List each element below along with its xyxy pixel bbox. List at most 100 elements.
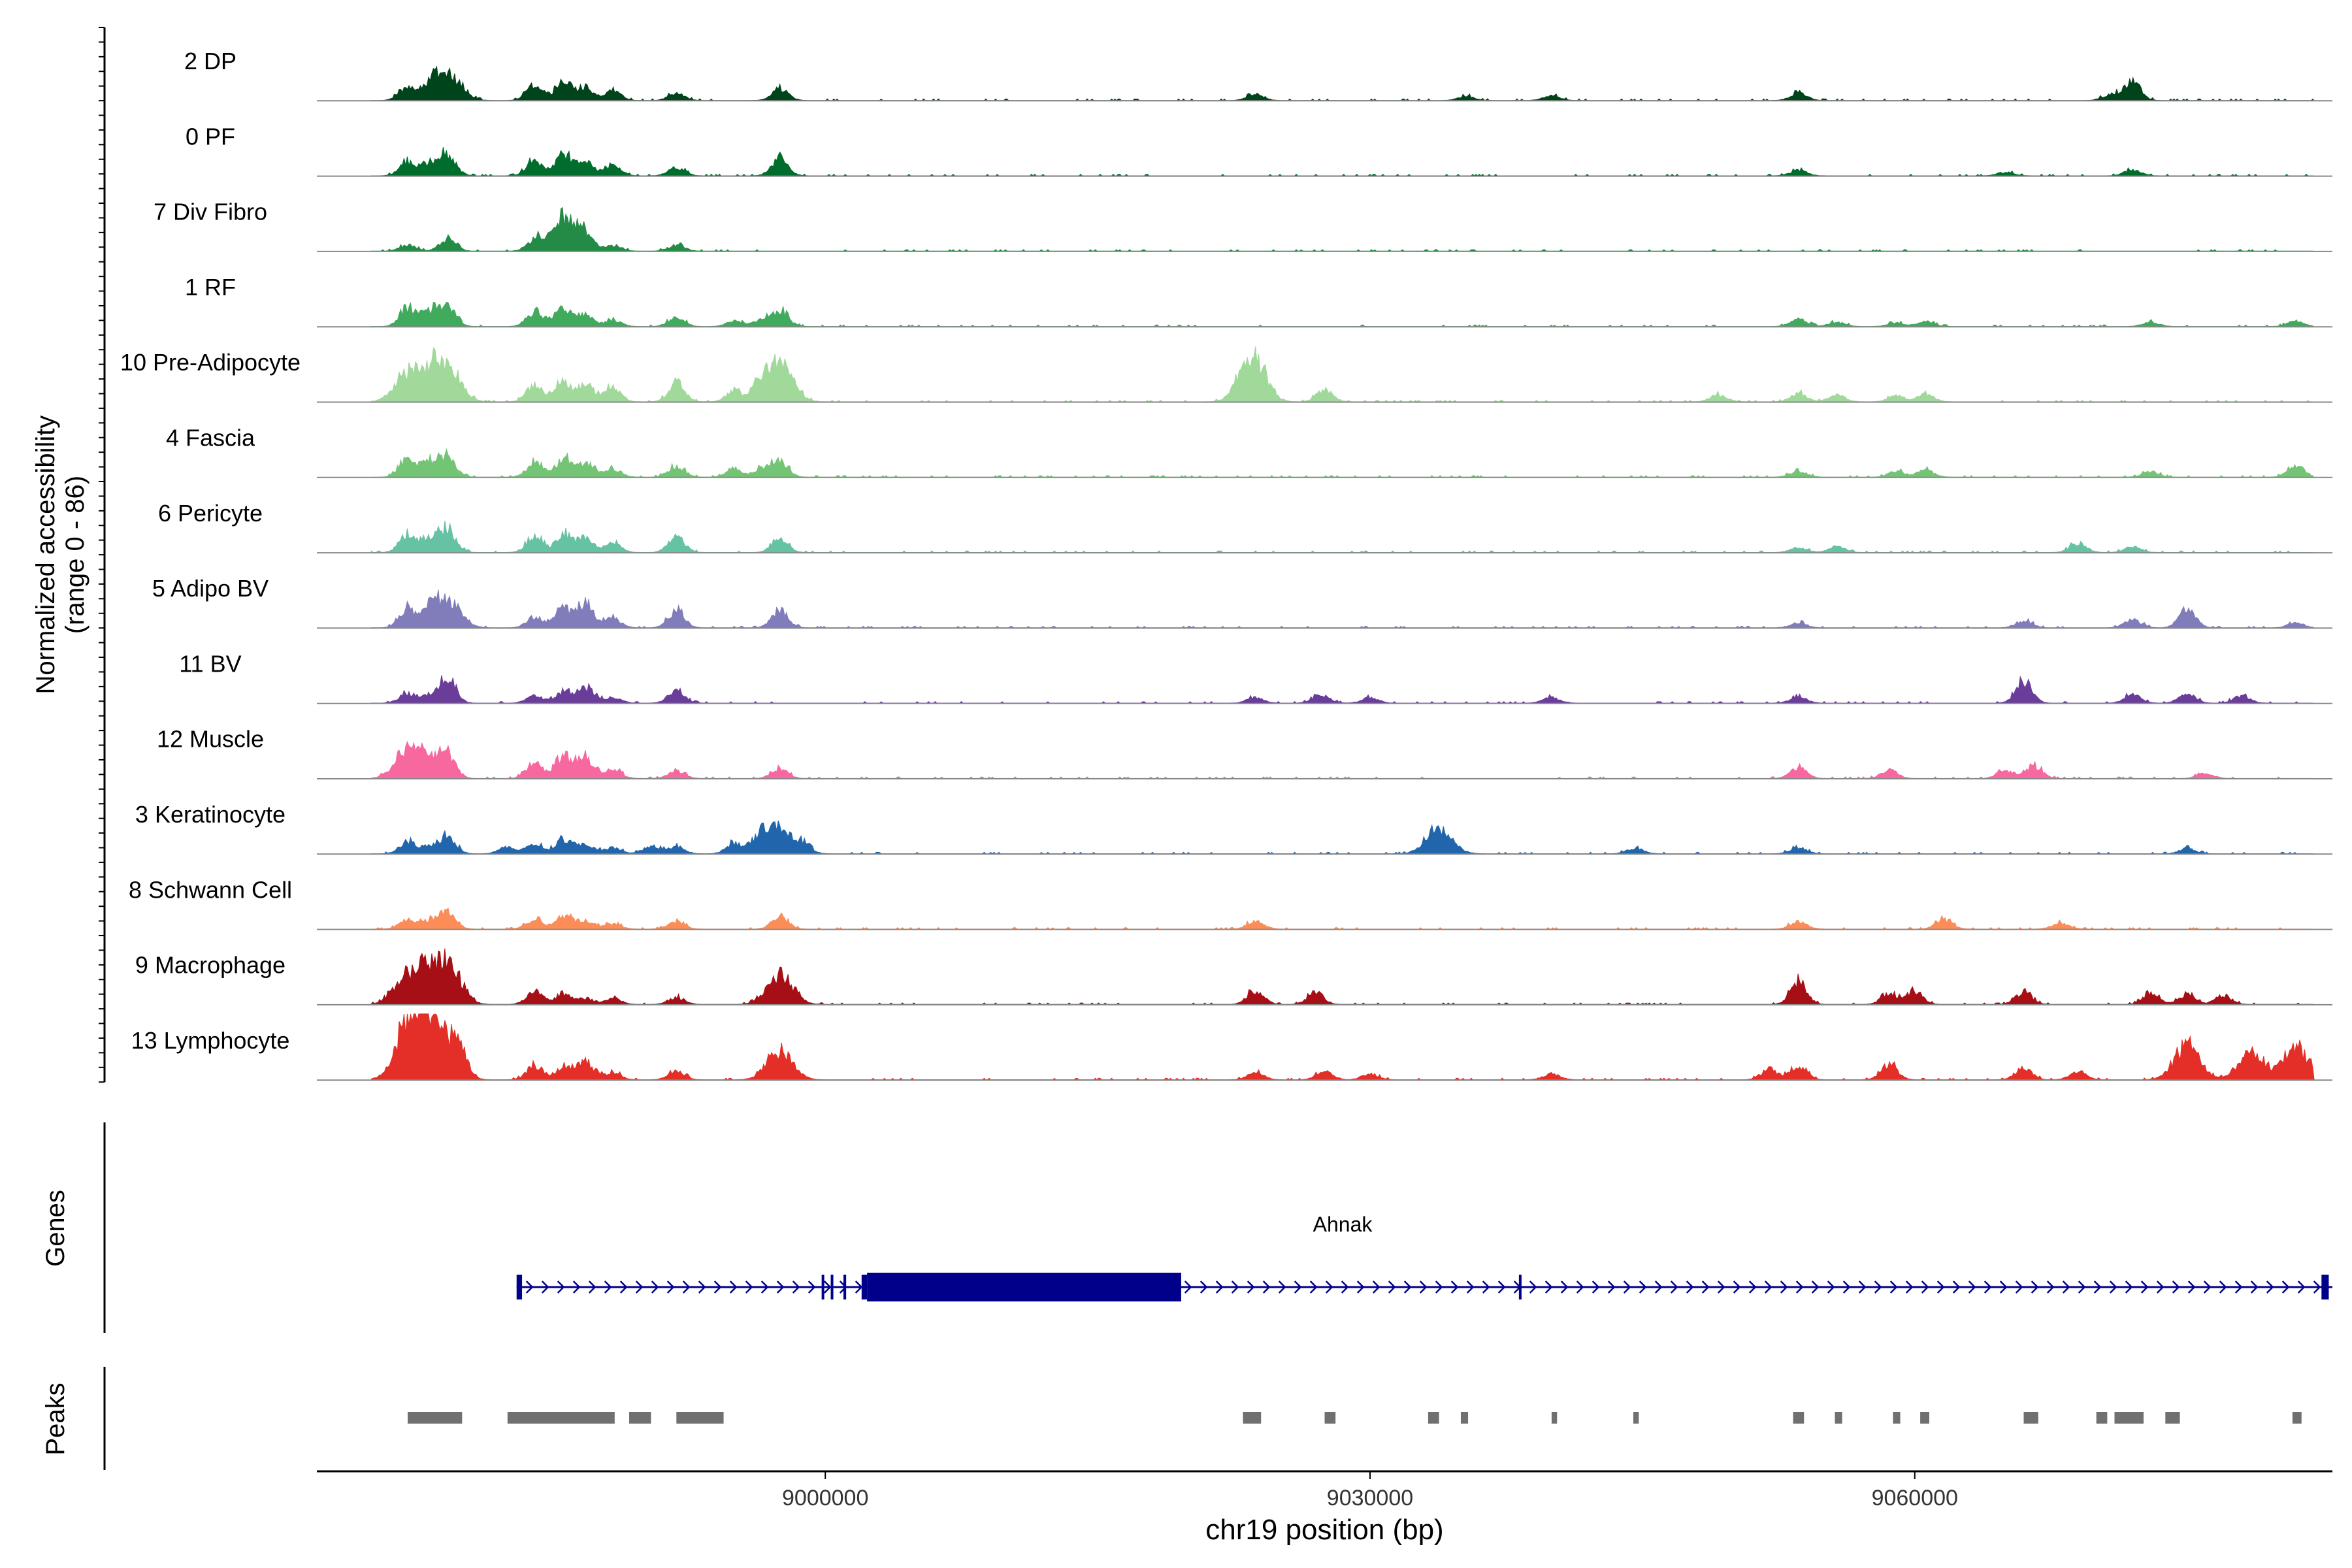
gene-strand-arrow xyxy=(588,1281,596,1294)
gene-strand-arrow xyxy=(572,1281,581,1294)
y-axis-range-label: (range 0 - 86) xyxy=(61,476,90,634)
track-10: 3 Keratinocyte xyxy=(135,801,2332,855)
gene-strand-arrow xyxy=(2109,1281,2117,1294)
gene-strand-arrow xyxy=(1341,1281,1349,1294)
gene-strand-arrow xyxy=(541,1281,549,1294)
peak-region xyxy=(1920,1412,1929,1424)
peak-region xyxy=(1793,1412,1805,1424)
peak-region xyxy=(2165,1412,2180,1424)
track-0: 2 DP xyxy=(184,48,2332,102)
gene-exon xyxy=(843,1275,847,1299)
accessibility-tracks: 2 DP 0 PF 7 Div Fibro 1 RF 10 Pre-Adipocyte 4… xyxy=(120,48,2332,1081)
gene-strand-arrow xyxy=(1639,1281,1647,1294)
track-signal xyxy=(370,520,2315,553)
gene-strand-arrow xyxy=(1874,1281,1882,1294)
track-signal xyxy=(370,147,2315,177)
gene-strand-arrow xyxy=(1984,1281,1992,1294)
gene-strand-arrow xyxy=(2297,1281,2306,1294)
x-tick-label: 9060000 xyxy=(1872,1486,1958,1511)
peak-region xyxy=(1893,1412,1901,1424)
gene-strand-arrow xyxy=(1968,1281,1976,1294)
gene-strand-arrow xyxy=(1670,1281,1678,1294)
peak-region xyxy=(2292,1412,2302,1424)
gene-strand-arrow xyxy=(1654,1281,1663,1294)
peak-region xyxy=(1551,1412,1558,1424)
gene-strand-arrow xyxy=(1623,1281,1631,1294)
gene-strand-arrow xyxy=(1215,1281,1224,1294)
track-signal xyxy=(370,1013,2315,1081)
peak-region xyxy=(1324,1412,1336,1424)
gene-strand-arrow xyxy=(1278,1281,1286,1294)
gene-strand-arrow xyxy=(1450,1281,1459,1294)
gene-strand-arrow xyxy=(808,1281,816,1294)
track-label: 8 Schwann Cell xyxy=(129,876,292,903)
gene-exon xyxy=(1518,1275,1522,1299)
track-13: 13 Lymphocyte xyxy=(131,1013,2332,1081)
gene-strand-arrow xyxy=(1858,1281,1867,1294)
gene-strand-arrow xyxy=(557,1281,565,1294)
gene-strand-arrow xyxy=(729,1281,738,1294)
track-signal xyxy=(370,675,2315,704)
gene-strand-arrow xyxy=(1372,1281,1380,1294)
track-signal xyxy=(370,301,2315,327)
gene-strand-arrow xyxy=(2046,1281,2055,1294)
gene-strand-arrow xyxy=(2203,1281,2212,1294)
gene-strand-arrow xyxy=(2172,1281,2180,1294)
gene-strand-arrow xyxy=(666,1281,675,1294)
track-3: 1 RF xyxy=(185,274,2332,328)
peak-region xyxy=(1835,1412,1842,1424)
x-axis-label: chr19 position (bp) xyxy=(1205,1514,1443,1546)
track-label: 4 Fascia xyxy=(166,425,255,451)
gene-strand-arrow xyxy=(1529,1281,1537,1294)
gene-strand-arrow xyxy=(1294,1281,1302,1294)
track-9: 12 Muscle xyxy=(157,726,2332,779)
gene-strand-arrow xyxy=(2187,1281,2196,1294)
y-axis xyxy=(99,27,106,1083)
gene-strand-arrow xyxy=(760,1281,769,1294)
peak-region xyxy=(1460,1412,1469,1424)
gene-strand-arrow xyxy=(2078,1281,2086,1294)
peak-region xyxy=(1243,1412,1262,1424)
track-signal xyxy=(370,448,2315,478)
track-12: 9 Macrophage xyxy=(135,948,2332,1005)
gene-strand-arrow xyxy=(2125,1281,2133,1294)
gene-strand-arrow xyxy=(1482,1281,1490,1294)
track-label: 11 BV xyxy=(179,650,241,677)
gene-strand-arrow xyxy=(1576,1281,1584,1294)
track-7: 5 Adipo BV xyxy=(152,575,2332,629)
x-tick-label: 9000000 xyxy=(782,1486,868,1511)
gene-strand-arrow xyxy=(698,1281,706,1294)
track-label: 5 Adipo BV xyxy=(152,575,269,602)
gene-strand-arrow xyxy=(1388,1281,1396,1294)
gene-strand-arrow xyxy=(823,1281,832,1294)
track-8: 11 BV xyxy=(179,650,2332,704)
gene-strand-arrow xyxy=(2140,1281,2149,1294)
gene-strand-arrow xyxy=(635,1281,644,1294)
track-11: 8 Schwann Cell xyxy=(129,876,2332,930)
gene-strand-arrow xyxy=(1544,1281,1553,1294)
gene-strand-arrow xyxy=(855,1281,863,1294)
track-signal xyxy=(370,589,2315,629)
gene-strand-arrow xyxy=(1827,1281,1835,1294)
gene-exon xyxy=(830,1275,834,1299)
gene-strand-arrow xyxy=(1200,1281,1208,1294)
track-5: 4 Fascia xyxy=(166,425,2332,478)
gene-strand-arrow xyxy=(1686,1281,1694,1294)
gene-strand-arrow xyxy=(619,1281,628,1294)
peak-region xyxy=(629,1412,651,1424)
gene-strand-arrow xyxy=(1952,1281,1961,1294)
gene-strand-arrow xyxy=(1717,1281,1725,1294)
peak-region xyxy=(1428,1412,1439,1424)
gene-exon xyxy=(516,1275,523,1299)
track-signal xyxy=(370,346,2315,402)
gene-strand-arrow xyxy=(2219,1281,2227,1294)
gene-exon xyxy=(861,1275,868,1299)
gene-exon xyxy=(821,1275,825,1299)
peaks-panel-label: Peaks xyxy=(41,1382,70,1455)
x-axis: 9000000 9030000 9060000 xyxy=(317,1470,2332,1511)
gene-name: Ahnak xyxy=(1313,1213,1373,1236)
peak-region xyxy=(676,1412,724,1424)
gene-strand-arrow xyxy=(2093,1281,2102,1294)
gene-strand-arrow xyxy=(1403,1281,1412,1294)
